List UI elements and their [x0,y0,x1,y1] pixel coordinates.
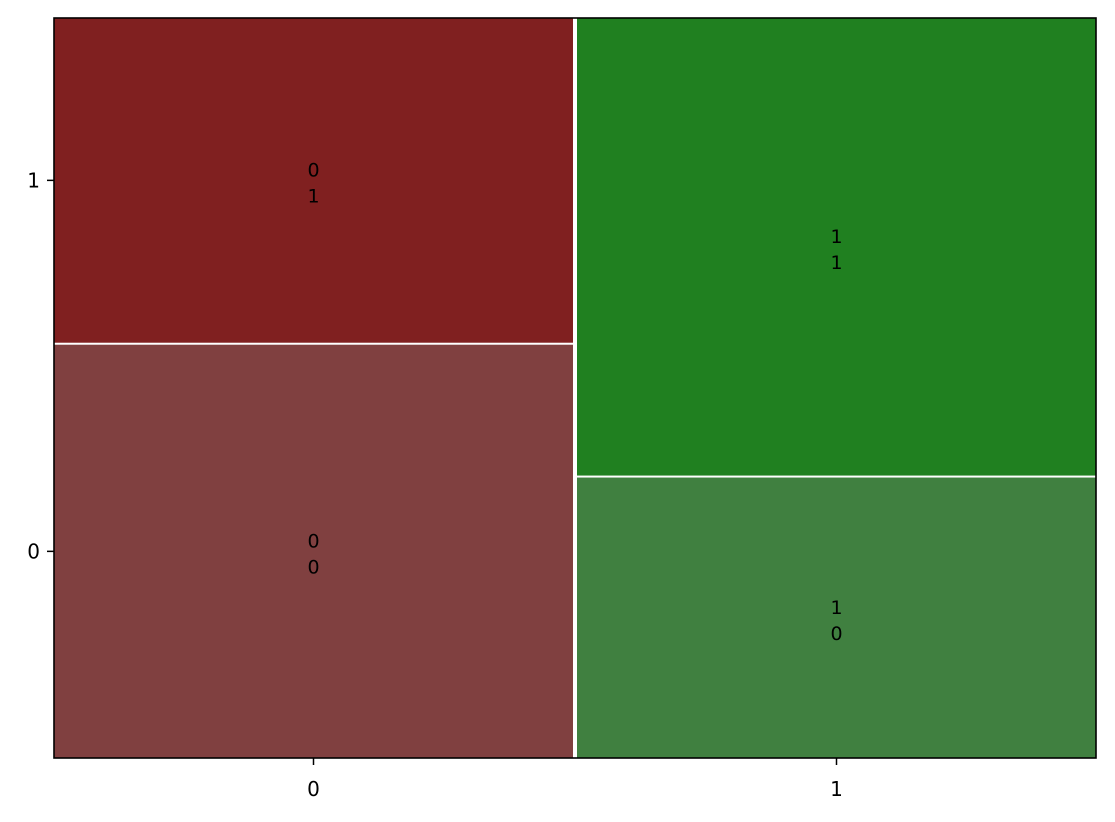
y-tick-label: 1 [27,168,40,192]
cell-label-line: 1 [307,185,319,207]
y-axis: 01 [27,168,54,563]
cell-label-line: 0 [307,159,319,181]
cell-label-line: 1 [830,226,842,248]
mosaic-cell-1-0 [577,477,1096,758]
cell-label-line: 0 [830,623,842,645]
cell-label-line: 0 [307,556,319,578]
mosaic-cell-1-1 [577,18,1096,476]
mosaic-cell-labels: 0 00 11 01 1 [307,159,842,644]
cell-label-line: 0 [307,530,319,552]
x-tick-label: 0 [307,777,320,801]
mosaic-cell-0-0 [54,344,573,758]
cell-label-line: 1 [830,252,842,274]
cell-label-line: 1 [830,597,842,619]
mosaic-cells [54,18,1096,758]
mosaic-cell-0-1 [54,18,573,343]
x-tick-label: 1 [830,777,843,801]
y-tick-label: 0 [27,539,40,563]
plot-frame [53,17,1097,759]
